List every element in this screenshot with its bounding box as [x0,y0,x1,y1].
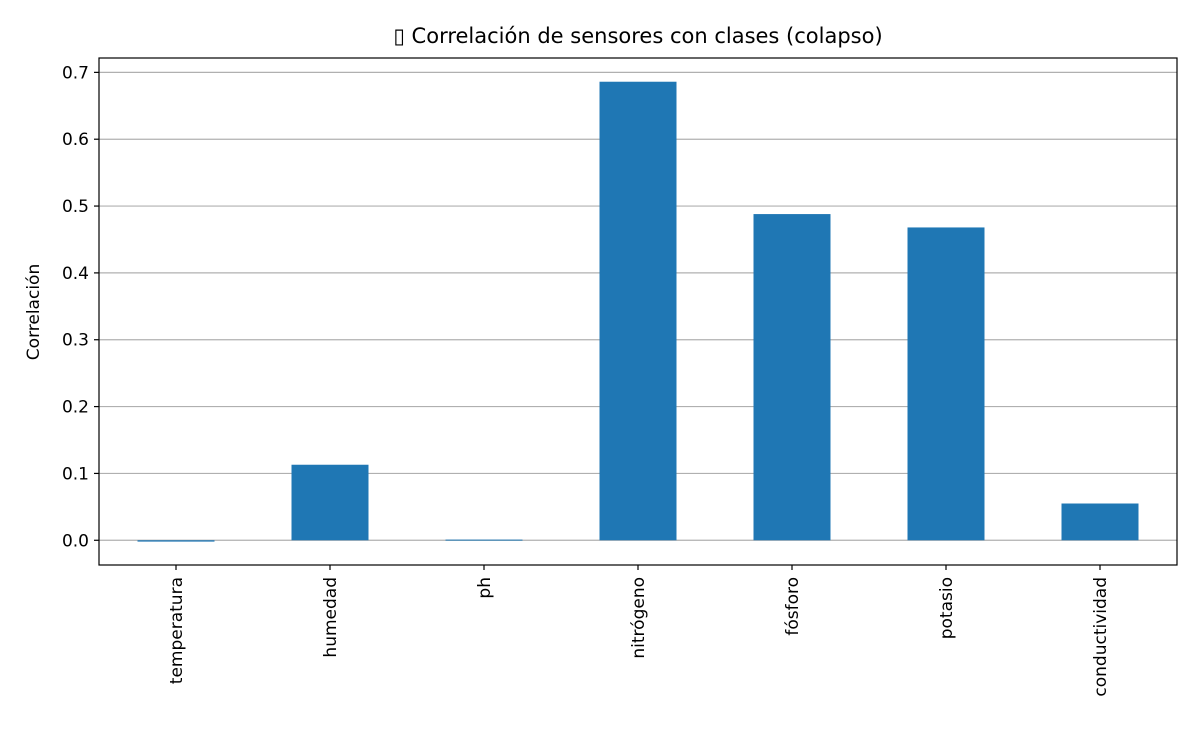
x-tick-label: potasio [937,577,957,639]
y-tick-label: 0.6 [62,130,89,150]
bar-conductividad [1061,503,1139,541]
chart-title: ▯ Correlación de sensores con clases (co… [393,24,882,48]
x-tick-label: conductividad [1091,577,1111,697]
x-tick-label: fósforo [783,577,803,636]
x-tick-label: ph [475,577,495,599]
bar-potasio [907,227,985,541]
y-tick-label: 0.7 [62,63,89,83]
x-axis-ticks: temperatura humedad ph nitrógeno fósforo pota… [167,565,1111,697]
bar-nitrógeno [599,81,677,541]
y-tick-label: 0.4 [62,264,89,284]
y-tick-label: 0.1 [62,464,89,484]
x-tick-label: temperatura [167,577,187,684]
y-axis-ticks: 0.0 0.1 0.2 0.3 0.4 0.5 0.6 0.7 [62,63,99,551]
x-tick-label: humedad [321,577,341,658]
y-axis-label: Correlación [24,264,44,360]
x-tick-label: nitrógeno [629,577,649,659]
y-tick-label: 0.0 [62,531,89,551]
bar-humedad [291,464,369,541]
y-tick-label: 0.5 [62,197,89,217]
bar-temperatura [137,540,215,542]
bar-ph [445,539,523,541]
bars [137,81,1139,542]
y-tick-label: 0.3 [62,331,89,351]
bar-fósforo [753,214,831,541]
y-tick-label: 0.2 [62,398,89,418]
